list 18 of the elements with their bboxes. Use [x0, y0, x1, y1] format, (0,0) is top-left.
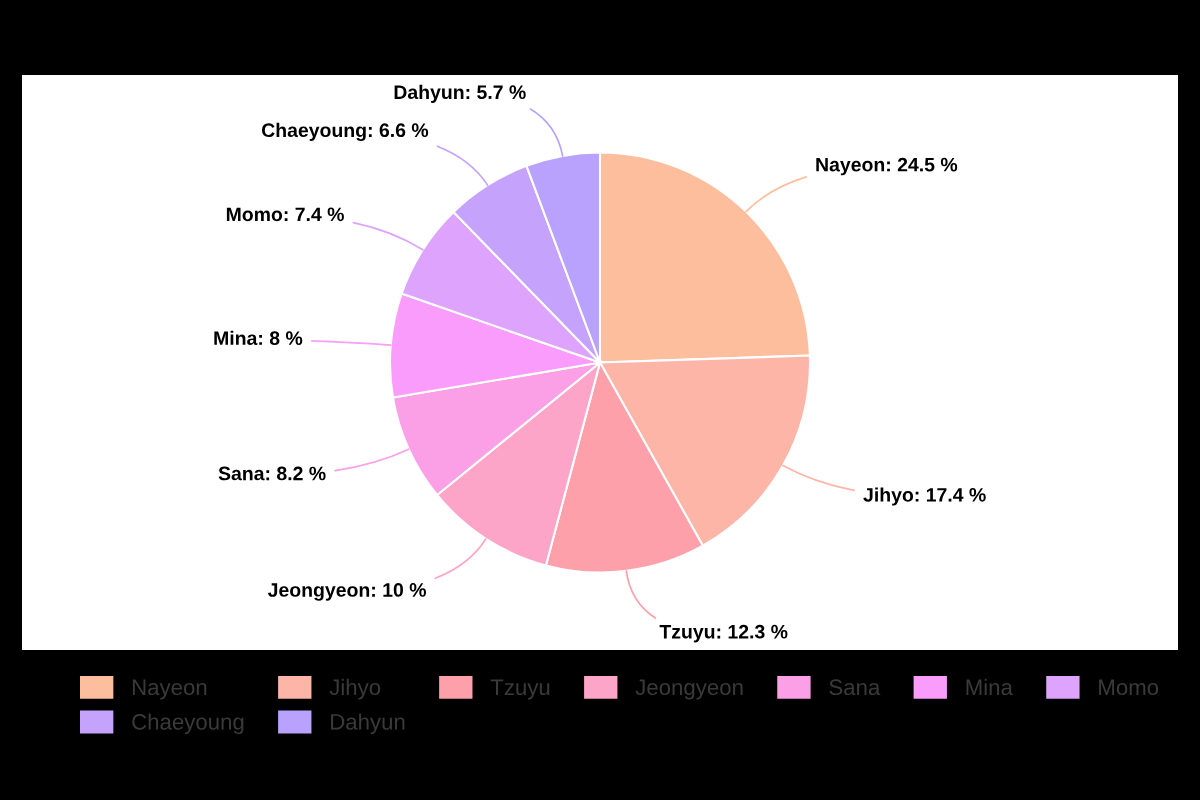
legend-label: Mina	[966, 678, 1013, 696]
legend-label: Jihyo	[329, 678, 381, 700]
legend-label: Sana	[829, 679, 881, 696]
data-label: Tzuyu: 12.3 %	[659, 624, 788, 643]
legend-label: Dahyun	[331, 713, 405, 735]
data-label: Chaeyoung: 6.6 %	[261, 122, 429, 142]
data-label: Momo: 7.4 %	[226, 207, 344, 222]
legend-label: Chaeyoung	[132, 713, 244, 735]
data-label: Jihyo: 17.4 %	[863, 487, 986, 506]
legend-label: Jeongyeon	[635, 679, 743, 700]
data-label: Jeongyeon: 10 %	[267, 583, 426, 601]
data-label: Nayeon: 24.5 %	[816, 157, 958, 176]
data-label: Mina: 8 %	[214, 330, 303, 346]
legend-label: Nayeon	[132, 679, 207, 700]
legend-label: Tzuyu	[490, 679, 550, 700]
data-label: Sana: 8.2 %	[218, 466, 326, 481]
legend-label: Momo	[1099, 679, 1159, 696]
data-label: Dahyun: 5.7 %	[394, 84, 526, 103]
